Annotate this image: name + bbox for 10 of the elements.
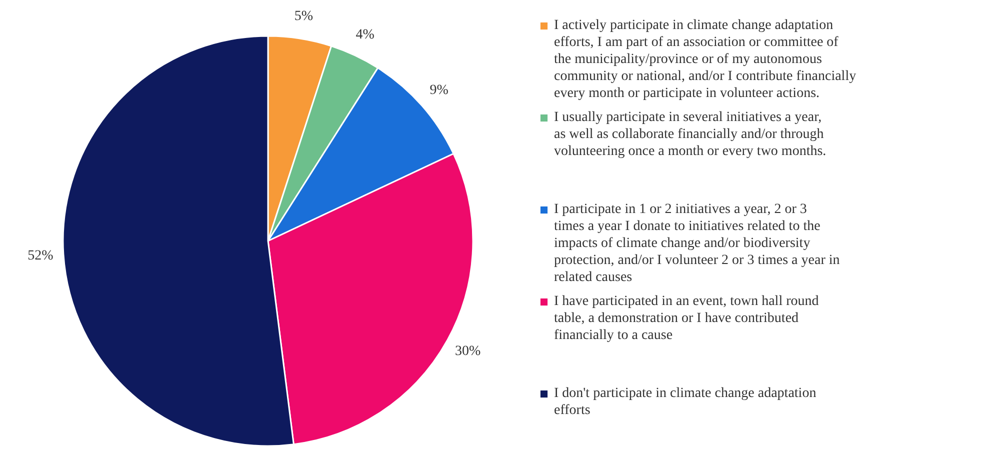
legend-label: I usually participate in several initiatives a year, as well as collaborate financially and/or through volunteering once a month or every two months. [554, 110, 826, 159]
data-label: 5% [294, 8, 314, 24]
legend-label: I participate in 1 or 2 initiatives a year, 2 or 3 times a year I donate to initiatives related to the impacts of climate change and/or biodiversity protection, and/or I volunteer 2 or 3 times a year in related causes [554, 202, 840, 285]
data-label: 9% [430, 83, 449, 98]
legend-label: I actively participate in climate change adaptation efforts, I am part of an association or committee of the municipality/province or of my autonomous community or national, and/or I contribute financially every month or participate in volunteer actions. [554, 18, 856, 101]
data-label: 30% [454, 344, 481, 359]
data-label: 4% [356, 28, 375, 43]
data-label: 52% [28, 248, 54, 264]
legend-label: I have participated in an event, town hall round table, a demonstration or I have contributed financially to a cause [554, 294, 819, 343]
legend-label: I don't participate in climate change adaptation efforts [554, 386, 816, 418]
